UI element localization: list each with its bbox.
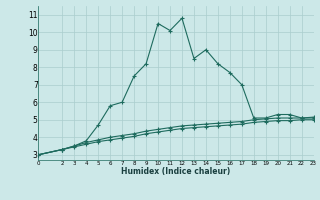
X-axis label: Humidex (Indice chaleur): Humidex (Indice chaleur) [121,167,231,176]
